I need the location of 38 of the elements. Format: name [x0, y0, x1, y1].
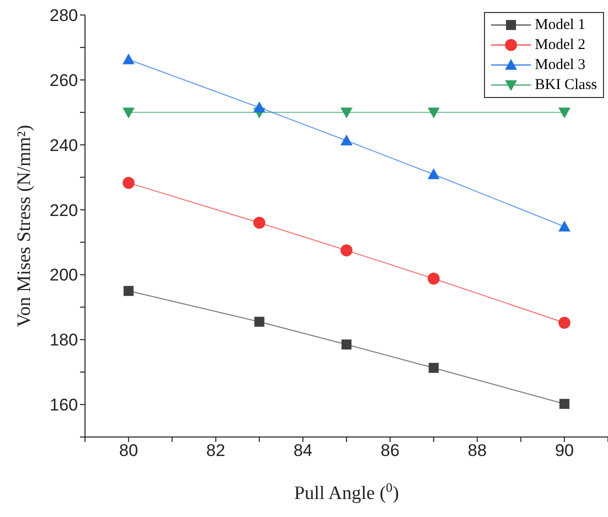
y-tick-label: 180 — [50, 330, 78, 350]
point — [559, 398, 570, 409]
legend-label: BKI Class — [534, 76, 597, 94]
x-tick-label: 80 — [119, 441, 138, 460]
point — [254, 316, 264, 327]
point — [340, 108, 352, 118]
y-tick-label: 220 — [50, 200, 78, 220]
point — [428, 362, 439, 373]
x-tick-label: 88 — [468, 441, 487, 460]
point — [342, 339, 352, 350]
x-tick-label: 84 — [293, 441, 312, 460]
point — [253, 102, 266, 112]
y-tick-label: 240 — [50, 136, 78, 155]
point — [122, 176, 135, 189]
point — [124, 286, 134, 296]
x-tick-label: 82 — [206, 441, 226, 460]
x-tick-label: 86 — [380, 441, 400, 460]
point — [428, 108, 440, 118]
legend-label: Model 2 — [534, 36, 586, 54]
point — [122, 108, 135, 118]
point — [122, 53, 135, 64]
y-tick-label: 280 — [50, 6, 78, 26]
point — [340, 244, 352, 256]
x-axis-title: Pull Angle ($^{0}$) — [294, 480, 399, 504]
y-tick-label: 260 — [50, 70, 78, 90]
point — [558, 220, 570, 232]
x-tick-label: 90 — [554, 441, 574, 460]
point — [558, 316, 570, 329]
point — [428, 272, 440, 285]
y-tick-label: 200 — [50, 266, 78, 285]
point — [340, 134, 352, 146]
y-axis-title: Von Mises Stress (N/mm²) — [14, 124, 35, 328]
point — [558, 108, 570, 118]
legend-label: Model 3 — [534, 56, 586, 74]
point — [253, 216, 266, 229]
legend-label: Model 1 — [534, 16, 586, 34]
point — [428, 168, 440, 180]
y-tick-label: 160 — [50, 396, 78, 415]
